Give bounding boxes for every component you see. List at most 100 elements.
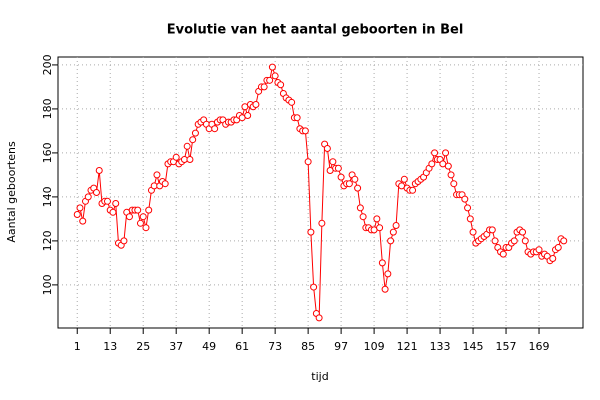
data-point: [466, 215, 474, 223]
data-point: [288, 98, 296, 106]
y-tick-label: 200: [41, 54, 54, 75]
data-point: [139, 213, 147, 221]
data-point: [442, 149, 450, 157]
data-point: [103, 197, 111, 205]
x-tick-label: 61: [235, 340, 249, 353]
data-point: [535, 246, 543, 254]
data-point: [521, 237, 529, 245]
x-axis-label: tijd: [311, 370, 328, 383]
chart-title: Evolutie van het aantal geboorten in Bel: [167, 23, 464, 38]
data-point: [469, 228, 477, 236]
data-point: [277, 81, 285, 89]
data-point: [153, 171, 161, 179]
data-point: [450, 180, 458, 188]
y-axis-label: Aantal geboortens: [5, 141, 18, 243]
data-point: [488, 226, 496, 234]
data-point: [392, 221, 400, 229]
data-point: [244, 112, 252, 120]
data-point: [271, 72, 279, 80]
data-point: [211, 125, 219, 133]
y-tick-label: 160: [41, 142, 54, 163]
data-point: [431, 149, 439, 157]
data-point: [329, 158, 337, 166]
data-point: [387, 237, 395, 245]
data-point: [136, 219, 144, 227]
data-point: [400, 175, 408, 183]
data-point: [491, 237, 499, 245]
data-point: [92, 189, 100, 196]
data-point: [334, 164, 342, 172]
data-point: [464, 204, 472, 212]
y-tick-label: 120: [41, 230, 54, 251]
data-point: [323, 145, 331, 153]
data-point: [389, 228, 397, 236]
x-tick-label: 109: [364, 340, 385, 353]
data-point: [125, 213, 133, 221]
x-tick-label: 13: [103, 340, 117, 353]
data-point: [351, 175, 359, 183]
data-point: [359, 213, 367, 221]
data-point: [373, 215, 381, 223]
data-point: [109, 208, 117, 216]
x-tick-label: 145: [463, 340, 484, 353]
y-tick-label: 180: [41, 98, 54, 119]
data-point: [345, 180, 353, 188]
x-tick-label: 25: [136, 340, 150, 353]
data-point: [120, 237, 128, 245]
x-tick-label: 85: [301, 340, 315, 353]
data-point: [307, 228, 315, 236]
data-point: [447, 171, 455, 179]
x-tick-label: 169: [529, 340, 550, 353]
data-point: [293, 114, 301, 122]
x-tick-label: 73: [268, 340, 282, 353]
x-tick-label: 121: [397, 340, 418, 353]
x-tick-label: 1: [74, 340, 81, 353]
data-point: [381, 285, 389, 293]
data-point: [356, 204, 364, 212]
data-point: [76, 204, 84, 212]
data-point: [310, 283, 318, 291]
data-point: [145, 206, 153, 214]
data-point: [409, 186, 417, 194]
data-point: [142, 224, 150, 232]
data-point: [376, 224, 384, 232]
data-point: [519, 228, 527, 236]
y-tick-label: 100: [41, 274, 54, 295]
data-point: [260, 83, 268, 91]
plot-frame: [57, 56, 584, 329]
data-point: [549, 254, 557, 262]
data-point: [134, 206, 142, 214]
data-point: [461, 195, 469, 203]
data-point: [252, 101, 260, 109]
data-point: [266, 76, 274, 84]
data-point: [318, 219, 326, 227]
data-point: [191, 129, 199, 137]
data-point: [79, 217, 87, 225]
y-tick-label: 140: [41, 186, 54, 207]
data-point: [301, 127, 309, 135]
x-tick-label: 97: [334, 340, 348, 353]
data-point: [112, 199, 120, 207]
data-point: [315, 314, 323, 322]
data-point: [183, 142, 191, 150]
data-point: [189, 136, 197, 144]
data-point: [510, 237, 518, 245]
x-tick-label: 157: [496, 340, 517, 353]
data-point: [428, 160, 436, 168]
data-point: [268, 63, 276, 71]
x-tick-label: 49: [202, 340, 216, 353]
data-point: [554, 243, 562, 251]
x-tick-label: 133: [430, 340, 451, 353]
x-tick-label: 37: [169, 340, 183, 353]
data-point: [384, 270, 392, 278]
data-point: [444, 162, 452, 170]
data-point: [378, 259, 386, 267]
data-point: [354, 184, 362, 192]
data-point: [95, 167, 103, 175]
data-point: [161, 180, 169, 188]
data-point: [186, 156, 194, 164]
data-point: [73, 210, 81, 218]
data-point: [84, 193, 92, 201]
data-point: [560, 237, 568, 245]
